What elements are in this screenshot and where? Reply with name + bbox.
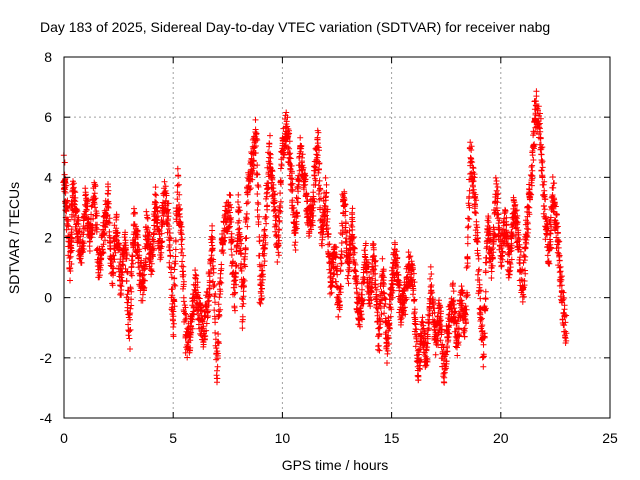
y-tick-label: 0: [44, 290, 52, 306]
x-tick-label: 5: [169, 430, 177, 446]
y-tick-label: 8: [44, 49, 52, 65]
y-tick-label: -4: [40, 410, 53, 426]
x-axis-label: GPS time / hours: [282, 457, 389, 473]
x-tick-label: 20: [493, 430, 509, 446]
x-tick-label: 25: [602, 430, 618, 446]
grid-lines: [64, 57, 610, 418]
x-tick-label: 0: [60, 430, 68, 446]
y-tick-label: 6: [44, 109, 52, 125]
y-tick-label: -2: [40, 350, 53, 366]
chart-title: Day 183 of 2025, Sidereal Day-to-day VTE…: [40, 19, 550, 35]
axis-ticks: [63, 56, 611, 419]
y-tick-label: 4: [44, 169, 52, 185]
y-tick-label: 2: [44, 230, 52, 246]
y-axis-label: SDTVAR / TECUs: [6, 182, 22, 294]
tick-labels: 0 5 10 15 20 25 -4 -2 0 2 4 6 8: [40, 49, 618, 446]
x-tick-label: 15: [384, 430, 400, 446]
data-points: [60, 88, 570, 386]
data-point-markers: [60, 88, 570, 386]
x-tick-label: 10: [275, 430, 291, 446]
